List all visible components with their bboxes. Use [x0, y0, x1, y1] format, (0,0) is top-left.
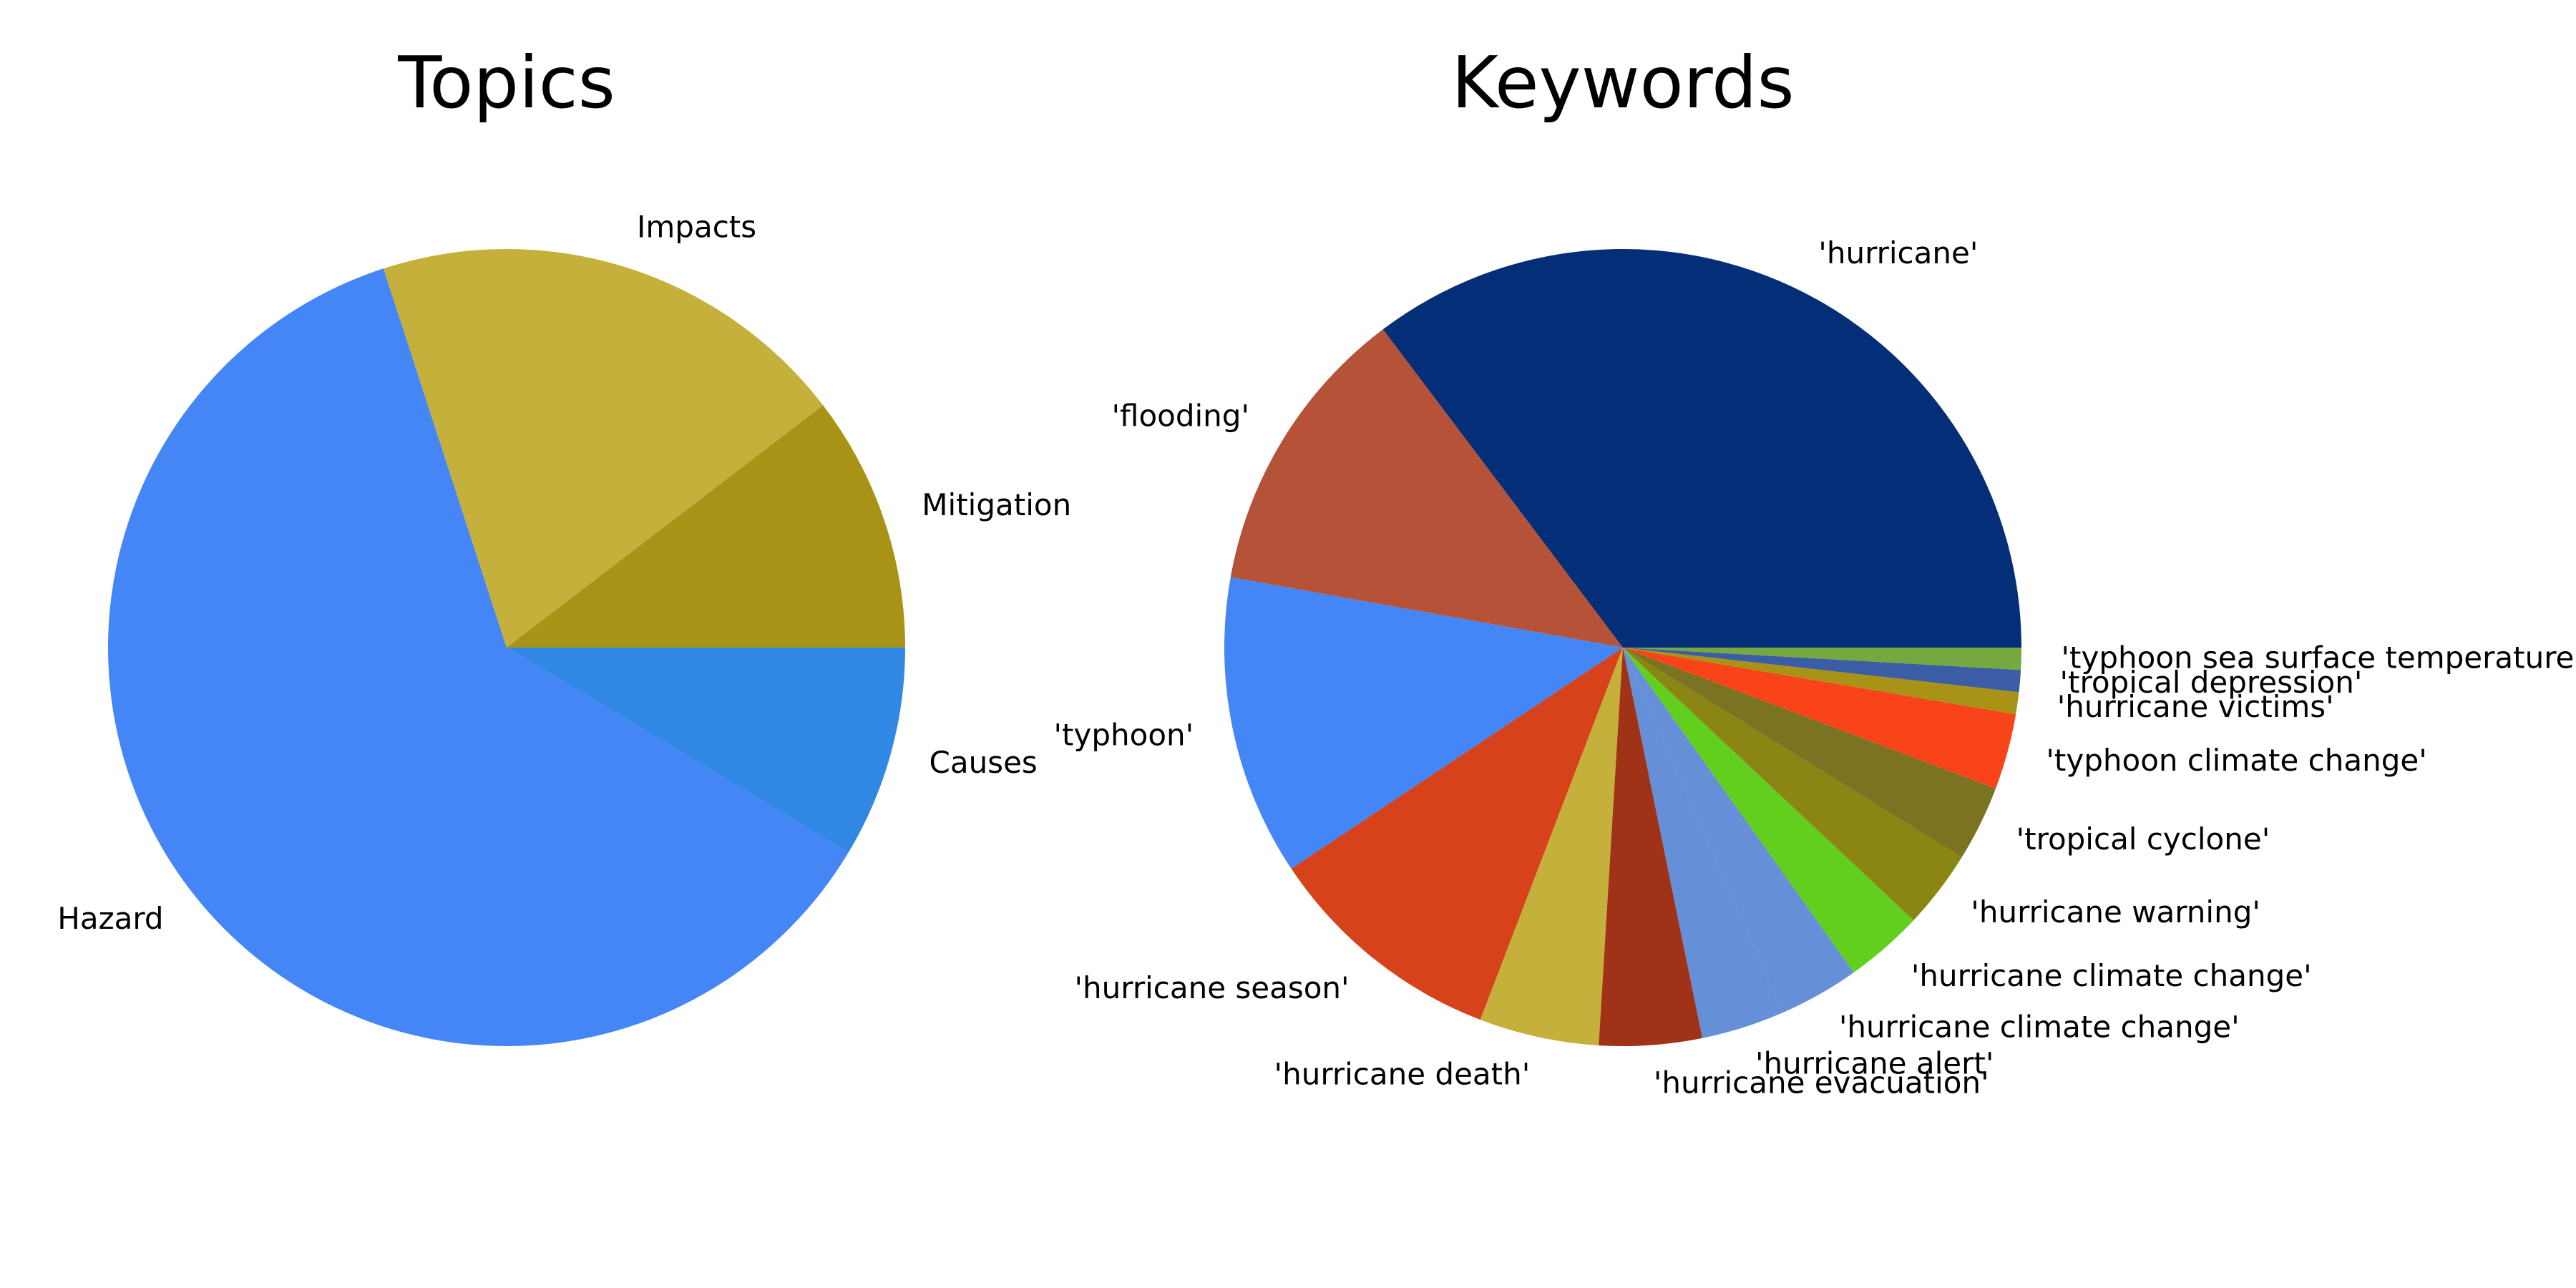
keywords-slice-hurricane-warning-9 — [1623, 648, 1962, 921]
keywords-label-tropical-cyclone-10: 'tropical cyclone' — [2016, 821, 2270, 857]
topics-pie-chart: Topics Causes Hazard Impacts Mitigation — [57, 41, 1071, 1047]
topics-label-causes-0: Causes — [930, 745, 1038, 780]
keywords-slice-hurricane-climate-change-8 — [1623, 648, 1914, 972]
keywords-slice-hurricane-season-3 — [1291, 648, 1623, 1020]
keywords-slice-hurricane-evacuation-5 — [1599, 648, 1703, 1046]
keywords-label-typhoon-2: 'typhoon' — [1053, 718, 1194, 753]
keywords-slice-hurricane-death-4 — [1480, 648, 1623, 1045]
topics-slice-hazard-1 — [107, 268, 849, 1047]
topics-chart-title: Topics — [397, 41, 615, 125]
topics-labels: Causes Hazard Impacts Mitigation — [57, 210, 1071, 937]
keywords-label-hurricane-evacuation-5: 'hurricane evacuation' — [1654, 1065, 1989, 1101]
keywords-slice-hurricane-0 — [1382, 248, 2021, 648]
topics-slice-impacts-2 — [383, 249, 824, 648]
keywords-pie-chart: Keywords 'hurricane''flooding''typhoon''… — [1053, 41, 2576, 1101]
keywords-slice-typhoon-sea-surface-temperature-14 — [1623, 648, 2021, 670]
keywords-label-hurricane-climate-change-8: 'hurricane climate change' — [1911, 958, 2312, 993]
keywords-slice-hurricane-victims-12 — [1623, 648, 2019, 715]
topics-slices — [107, 249, 905, 1047]
keywords-slice-tropical-cyclone-10 — [1623, 648, 1996, 858]
keywords-chart-title: Keywords — [1451, 41, 1794, 125]
keywords-label-hurricane-warning-9: 'hurricane warning' — [1971, 894, 2260, 930]
keywords-label-hurricane-victims-12: 'hurricane victims' — [2057, 689, 2334, 724]
keywords-slice-hurricane-climate-change-7 — [1623, 648, 1854, 1013]
keywords-label-hurricane-0: 'hurricane' — [1818, 235, 1978, 270]
topics-label-mitigation-3: Mitigation — [922, 487, 1071, 522]
keywords-label-hurricane-season-3: 'hurricane season' — [1075, 970, 1350, 1005]
keywords-slice-flooding-1 — [1230, 329, 1623, 648]
keywords-slice-typhoon-2 — [1224, 577, 1623, 869]
topics-slice-causes-0 — [507, 648, 905, 853]
topics-label-hazard-1: Hazard — [57, 901, 163, 936]
keywords-slices — [1224, 248, 2021, 1046]
keywords-slice-typhoon-climate-change-11 — [1623, 648, 2016, 789]
keywords-label-typhoon-climate-change-11: 'typhoon climate change' — [2046, 743, 2426, 778]
keywords-label-tropical-depression-13: 'tropical depression' — [2060, 665, 2363, 700]
keywords-label-hurricane-climate-change-7: 'hurricane climate change' — [1839, 1010, 2240, 1045]
keywords-slice-tropical-depression-13 — [1623, 648, 2021, 693]
keywords-labels: 'hurricane' 'flooding' 'typhoon' 'hurricane… — [1053, 235, 2576, 1101]
topics-slice-mitigation-3 — [507, 405, 905, 648]
keywords-slice-hurricane-alert-6 — [1623, 648, 1783, 1038]
keywords-label-hurricane-death-4: 'hurricane death' — [1274, 1056, 1531, 1091]
keywords-label-typhoon-sea-surface-temperature-14: 'typhoon sea surface temperature' — [2062, 640, 2576, 675]
keywords-label-flooding-1: 'flooding' — [1111, 399, 1249, 434]
keywords-label-hurricane-alert-6: 'hurricane alert' — [1755, 1046, 1994, 1081]
topics-label-impacts-2: Impacts — [637, 210, 756, 245]
